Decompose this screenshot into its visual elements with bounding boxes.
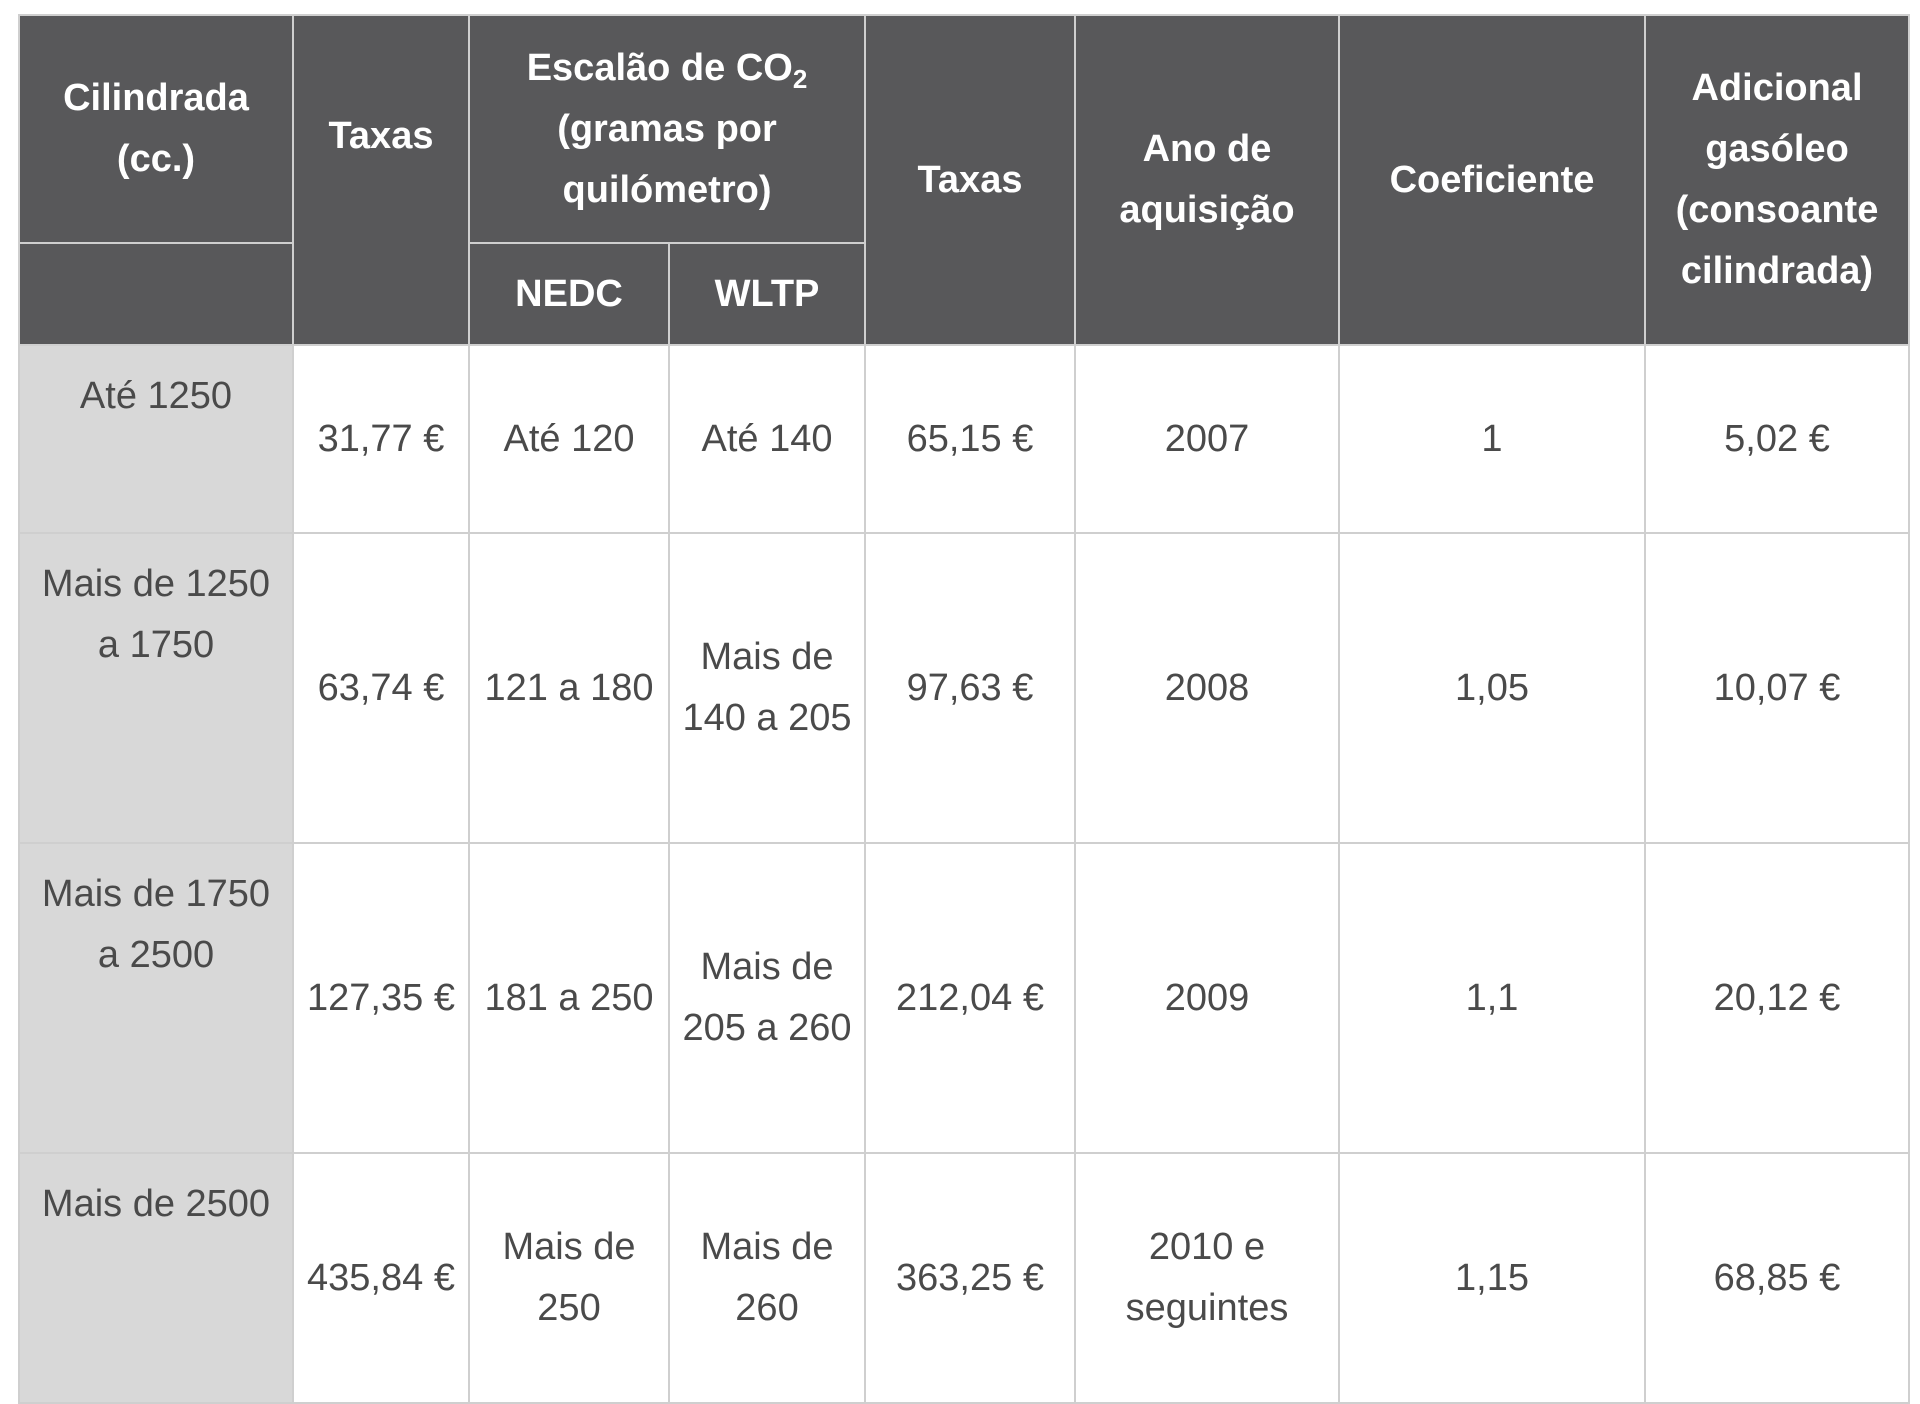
header-taxas-1-label: Taxas bbox=[328, 115, 434, 157]
cell-nedc: 121 a 180 bbox=[468, 532, 670, 844]
cell-wltp: Mais de 205 a 260 bbox=[668, 842, 866, 1154]
header-subrow: NEDC WLTP bbox=[18, 242, 1909, 346]
cell-nedc: 181 a 250 bbox=[468, 842, 670, 1154]
cell-nedc: Mais de 250 bbox=[468, 1152, 670, 1404]
cell-ano: 2009 bbox=[1074, 842, 1340, 1154]
cell-coeficiente: 1,1 bbox=[1338, 842, 1646, 1154]
header-taxas-2-label: Taxas bbox=[917, 158, 1023, 201]
header-blank-cell bbox=[18, 242, 294, 346]
header-wltp-label: WLTP bbox=[714, 272, 820, 315]
header-escalao-co2: Escalão de CO2 (gramas por quilómetro) bbox=[468, 14, 866, 244]
cell-adicional: 20,12 € bbox=[1644, 842, 1910, 1154]
cell-cilindrada: Mais de 1250 a 1750 bbox=[18, 532, 294, 844]
cell-wltp: Mais de 140 a 205 bbox=[668, 532, 866, 844]
cell-taxas-2: 65,15 € bbox=[864, 344, 1076, 534]
cell-cilindrada: Até 1250 bbox=[18, 344, 294, 534]
header-wltp: WLTP bbox=[668, 242, 866, 346]
cell-taxas-1: 127,35 € bbox=[292, 842, 470, 1154]
header-escalao-label: Escalão de CO bbox=[526, 46, 793, 89]
header-cilindrada-label: Cilindrada (cc.) bbox=[63, 77, 249, 180]
cell-coeficiente: 1,15 bbox=[1338, 1152, 1646, 1404]
cell-cilindrada: Mais de 2500 bbox=[18, 1152, 294, 1404]
cell-ano: 2008 bbox=[1074, 532, 1340, 844]
cell-ano: 2007 bbox=[1074, 344, 1340, 534]
table-row: Mais de 2500 435,84 € Mais de 250 Mais d… bbox=[18, 1152, 1910, 1404]
cell-wltp: Mais de 260 bbox=[668, 1152, 866, 1404]
table-row: Mais de 1750 a 2500 127,35 € 181 a 250 M… bbox=[18, 842, 1910, 1154]
header-taxas-1: Taxas bbox=[292, 14, 470, 346]
cell-taxas-1: 63,74 € bbox=[292, 532, 470, 844]
cell-taxas-2: 212,04 € bbox=[864, 842, 1076, 1154]
header-adicional: Adicional gasóleo (consoante cilindrada) bbox=[1644, 14, 1910, 346]
cell-coeficiente: 1,05 bbox=[1338, 532, 1646, 844]
cell-coeficiente: 1 bbox=[1338, 344, 1646, 534]
cell-taxas-2: 363,25 € bbox=[864, 1152, 1076, 1404]
header-taxas-2: Taxas bbox=[864, 14, 1076, 346]
cell-taxas-1: 435,84 € bbox=[292, 1152, 470, 1404]
header-adicional-label: Adicional gasóleo (consoante cilindrada) bbox=[1675, 67, 1879, 292]
cell-adicional: 10,07 € bbox=[1644, 532, 1910, 844]
header-cilindrada: Cilindrada (cc.) bbox=[18, 14, 294, 244]
header-coeficiente: Coeficiente bbox=[1338, 14, 1646, 346]
cell-nedc: Até 120 bbox=[468, 344, 670, 534]
cell-taxas-1: 31,77 € bbox=[292, 344, 470, 534]
header-ano: Ano de aquisição bbox=[1074, 14, 1340, 346]
header-ano-label: Ano de aquisição bbox=[1119, 128, 1295, 231]
header-row: Cilindrada (cc.) Taxas Escalão de CO2 (g… bbox=[18, 14, 1910, 346]
cell-taxas-2: 97,63 € bbox=[864, 532, 1076, 844]
table-row: Mais de 1250 a 1750 63,74 € 121 a 180 Ma… bbox=[18, 532, 1910, 844]
cell-cilindrada: Mais de 1750 a 2500 bbox=[18, 842, 294, 1154]
header-nedc: NEDC bbox=[468, 242, 670, 346]
cell-adicional: 68,85 € bbox=[1644, 1152, 1910, 1404]
iuc-tax-table: Cilindrada (cc.) Taxas Escalão de CO2 (g… bbox=[18, 14, 1910, 1404]
header-coeficiente-label: Coeficiente bbox=[1389, 158, 1595, 201]
cell-adicional: 5,02 € bbox=[1644, 344, 1910, 534]
cell-ano: 2010 e seguintes bbox=[1074, 1152, 1340, 1404]
cell-wltp: Até 140 bbox=[668, 344, 866, 534]
header-escalao-unit: (gramas por quilómetro) bbox=[557, 107, 777, 211]
table-row: Até 1250 31,77 € Até 120 Até 140 65,15 €… bbox=[18, 344, 1910, 534]
header-escalao-subscript: 2 bbox=[792, 63, 808, 94]
header-nedc-label: NEDC bbox=[515, 272, 623, 315]
